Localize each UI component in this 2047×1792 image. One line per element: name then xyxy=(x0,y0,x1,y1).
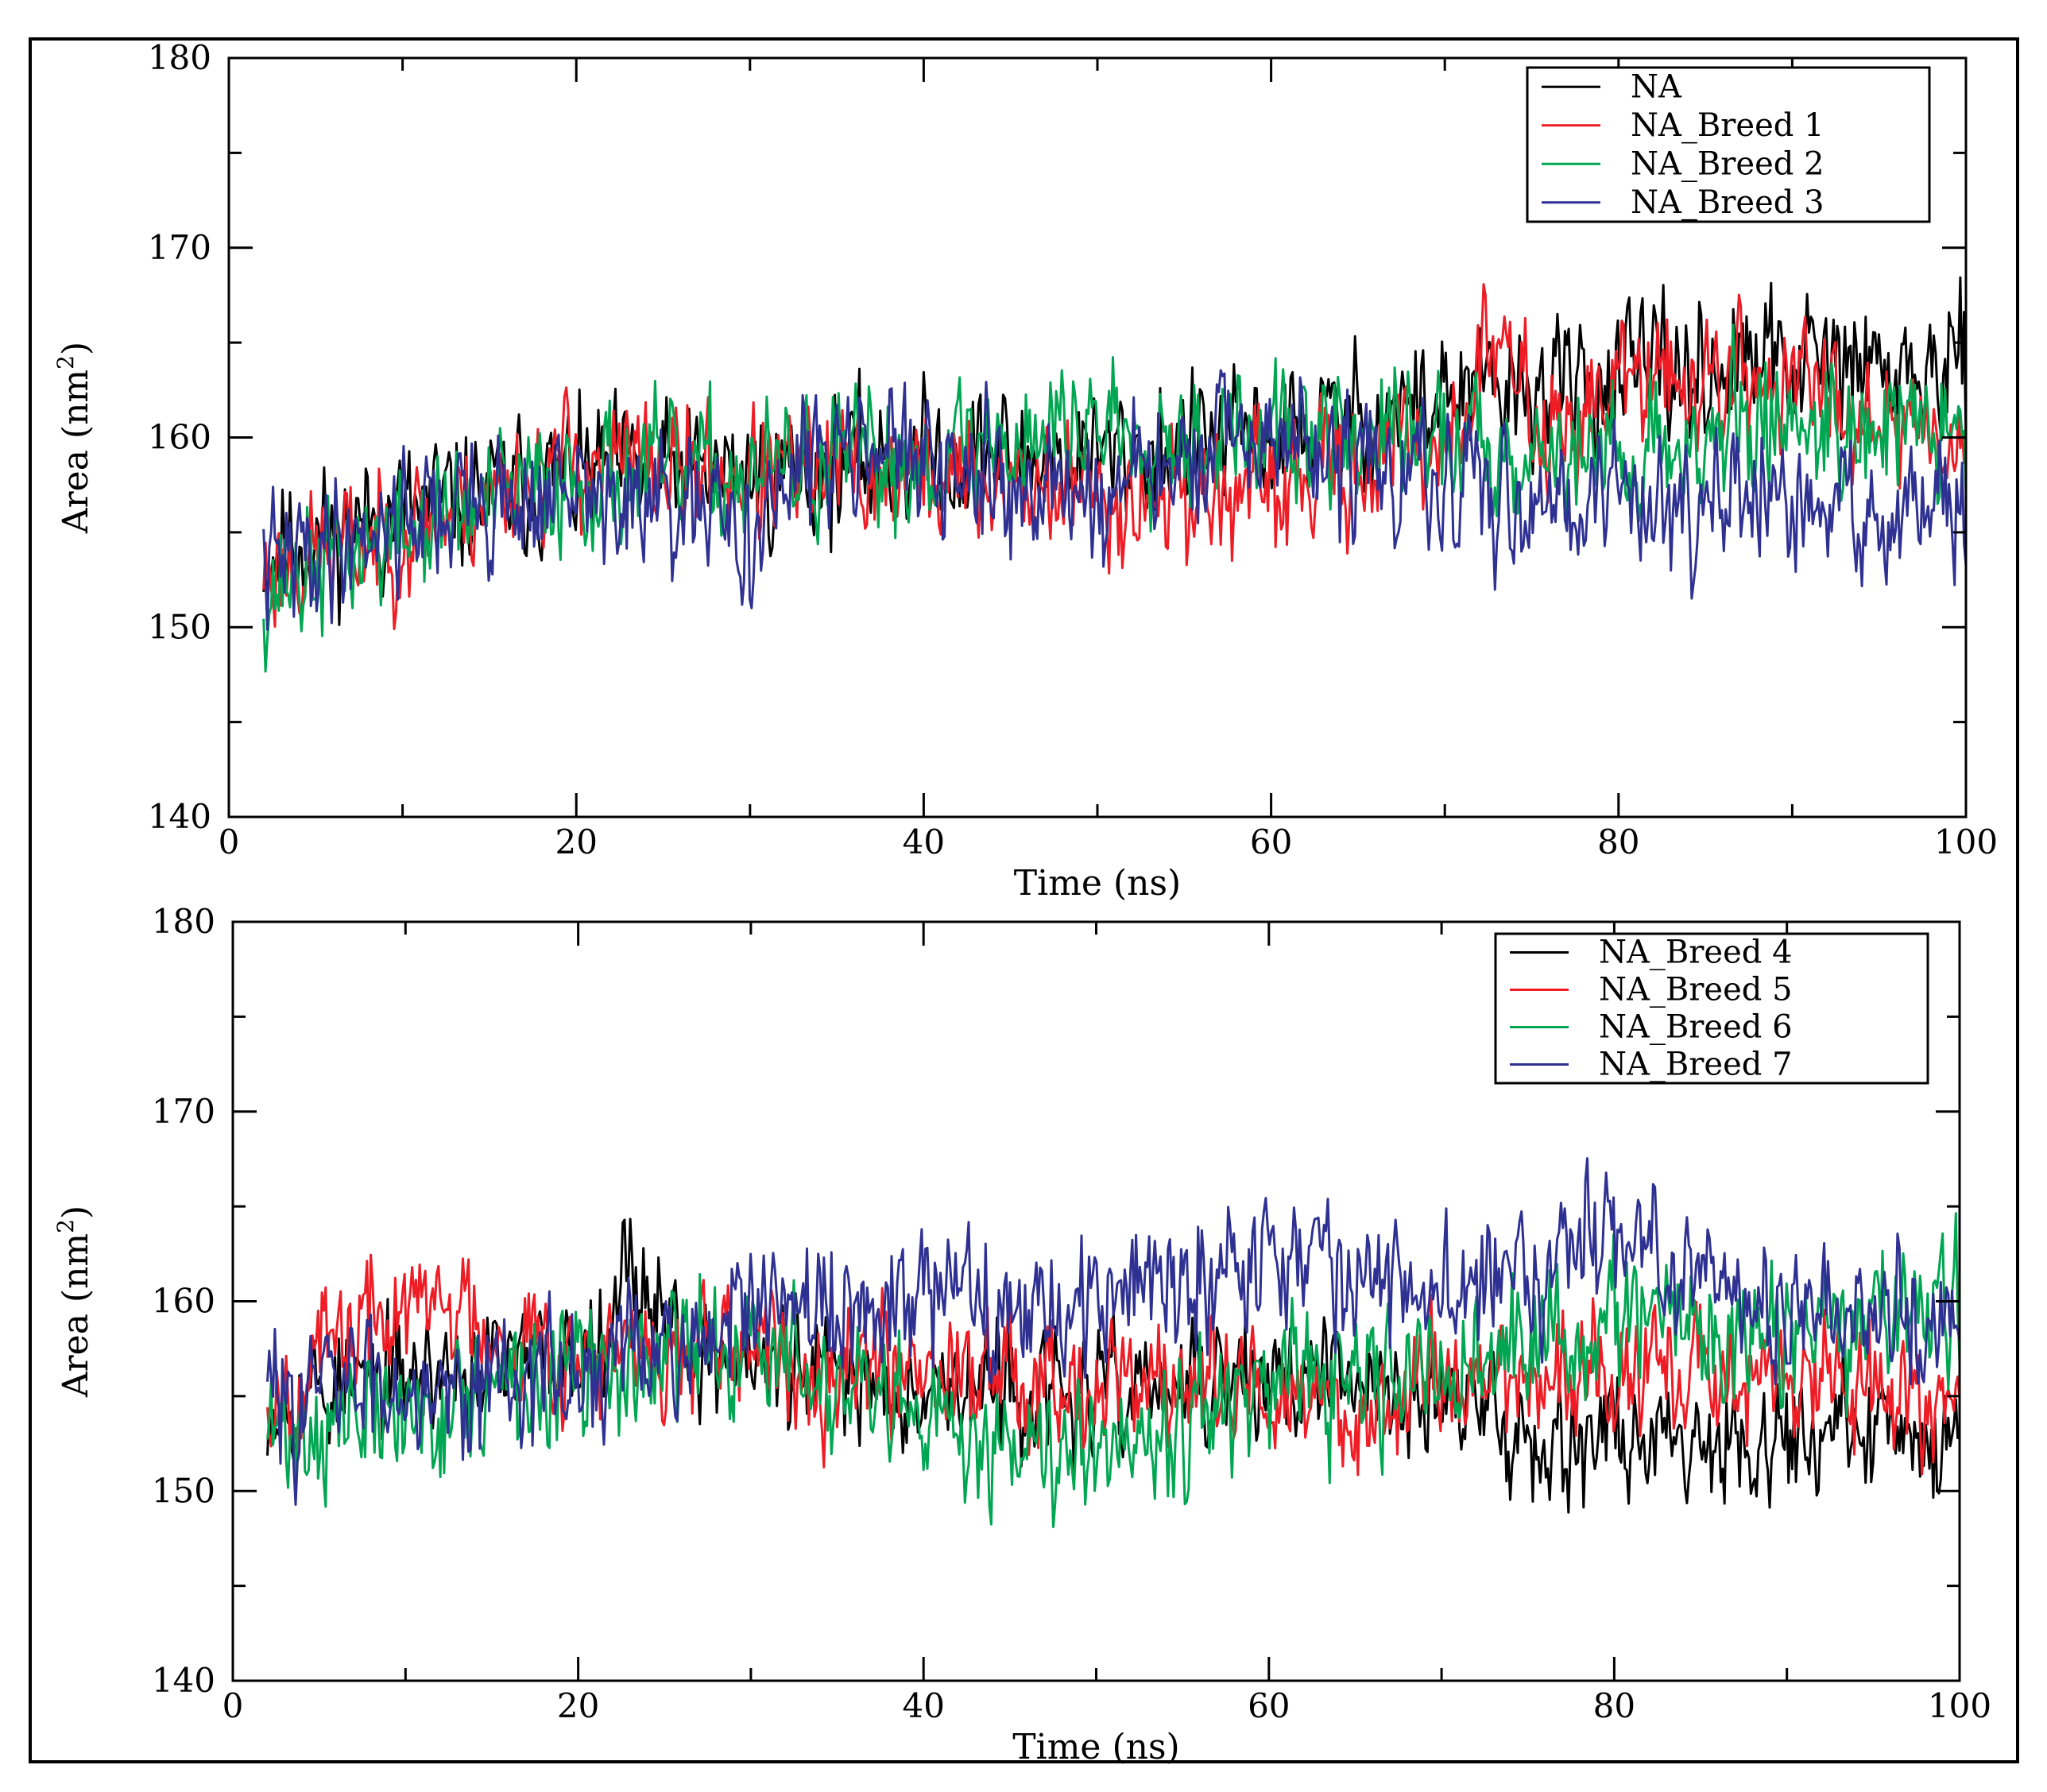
y-tick-label: 170 xyxy=(152,1092,215,1131)
x-tick-label: 0 xyxy=(219,822,240,861)
x-axis-title-bottom: Time (ns) xyxy=(1012,1727,1179,1767)
x-tick-label: 0 xyxy=(222,1686,244,1725)
series-line-na-breed-2 xyxy=(262,323,1968,673)
tick-labels-top: 0 20 40 60 80 100 140 150 160 170 180 xyxy=(148,38,1998,861)
series-layer-top xyxy=(262,276,1968,673)
legend-label: NA_Breed 1 xyxy=(1631,107,1824,144)
x-tick-label: 80 xyxy=(1597,822,1639,861)
panel-bottom: 0 20 40 60 80 100 140 150 160 170 180 Time (ns) Ar… xyxy=(52,902,1991,1767)
y-axis-title-sup-top: 2 xyxy=(52,355,79,370)
x-tick-label: 100 xyxy=(1934,822,1998,861)
y-tick-label: 160 xyxy=(148,418,211,457)
x-tick-label: 100 xyxy=(1928,1686,1991,1725)
y-tick-label: 180 xyxy=(152,902,215,941)
y-tick-label: 150 xyxy=(152,1471,215,1510)
y-axis-title-main-bottom: Area (nm xyxy=(56,1233,96,1398)
legend-label: NA_Breed 6 xyxy=(1599,1009,1793,1046)
legend-label: NA_Breed 3 xyxy=(1631,184,1824,221)
y-tick-label: 140 xyxy=(152,1661,215,1700)
legend-label: NA xyxy=(1631,68,1682,105)
legend-label: NA_Breed 4 xyxy=(1599,935,1793,971)
series-line-na-breed-5 xyxy=(266,1253,1961,1477)
x-tick-label: 20 xyxy=(557,1686,599,1725)
y-axis-title-close-top: ) xyxy=(56,342,96,355)
series-line-na xyxy=(262,276,1968,626)
series-line-na-breed-7 xyxy=(266,1157,1961,1506)
y-axis-title-bottom: Area (nm2) xyxy=(52,1206,96,1398)
x-tick-label: 60 xyxy=(1250,822,1292,861)
y-tick-label: 170 xyxy=(148,228,211,267)
panel-top: 0 20 40 60 80 100 140 150 160 170 180 Time (ns) Ar… xyxy=(52,38,1998,904)
y-axis-title-main-top: Area (nm xyxy=(56,370,96,534)
tick-labels-bottom: 0 20 40 60 80 100 140 150 160 170 180 xyxy=(152,902,1991,1725)
series-line-na-breed-3 xyxy=(262,369,1968,631)
x-tick-label: 40 xyxy=(902,1686,944,1725)
legend-label: NA_Breed 2 xyxy=(1631,145,1824,182)
y-axis-title-top: Area (nm2) xyxy=(52,342,96,534)
x-tick-label: 20 xyxy=(555,822,597,861)
y-tick-label: 180 xyxy=(148,38,211,77)
figure-frame xyxy=(29,37,2019,1763)
legend-box xyxy=(1494,932,1929,1085)
x-tick-label: 80 xyxy=(1593,1686,1635,1725)
x-tick-label: 60 xyxy=(1248,1686,1290,1725)
series-layer-bottom xyxy=(266,1157,1961,1528)
y-tick-label: 140 xyxy=(148,797,211,836)
legend-label: NA_Breed 5 xyxy=(1599,972,1793,1008)
legend-label: NA_Breed 7 xyxy=(1599,1047,1793,1083)
x-tick-label: 40 xyxy=(903,822,945,861)
series-line-na-breed-6 xyxy=(266,1212,1961,1528)
y-axis-title-close-bottom: ) xyxy=(56,1206,96,1219)
y-tick-label: 160 xyxy=(152,1282,215,1321)
x-axis-title-top: Time (ns) xyxy=(1014,863,1181,904)
legend-box xyxy=(1526,66,1931,223)
y-tick-label: 150 xyxy=(148,607,211,646)
ticks-top xyxy=(227,56,1968,819)
ticks-bottom xyxy=(231,920,1961,1682)
y-axis-title-sup-bottom: 2 xyxy=(52,1219,79,1233)
legend-bottom: NA_Breed 4NA_Breed 5NA_Breed 6NA_Breed 7 xyxy=(1494,932,1929,1085)
